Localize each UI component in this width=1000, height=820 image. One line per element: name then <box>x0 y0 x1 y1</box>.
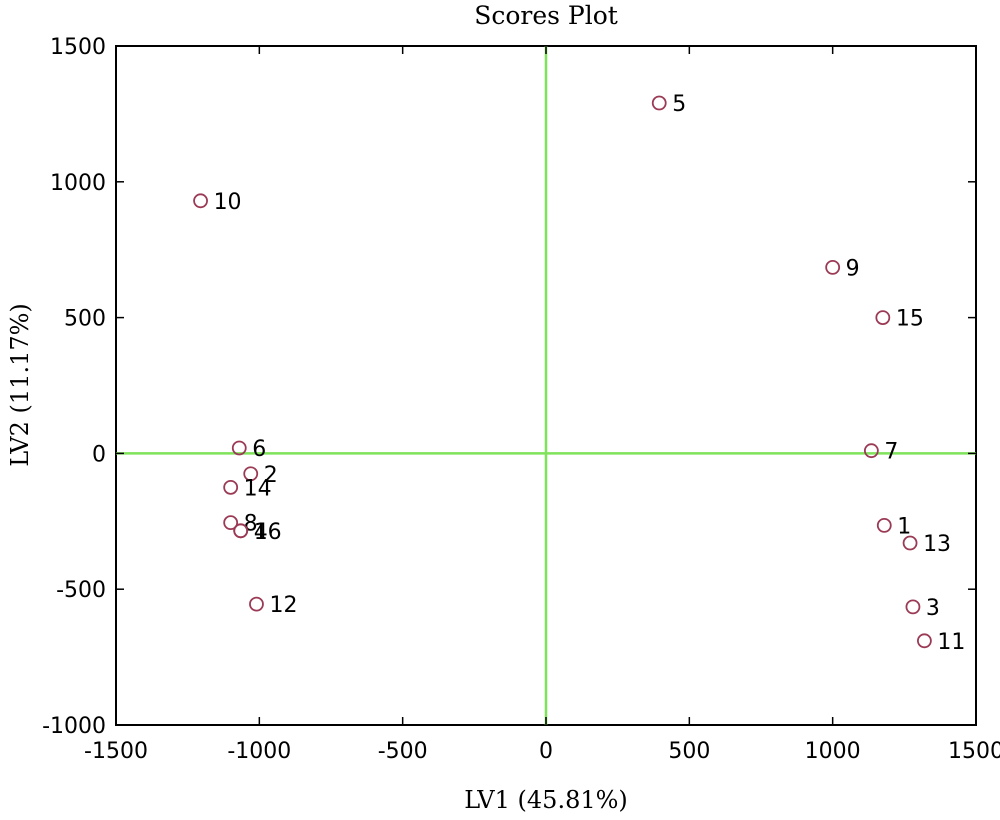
data-point <box>917 633 932 649</box>
data-point-label: 13 <box>923 532 951 557</box>
x-tick-label: 1500 <box>948 739 1000 764</box>
data-point <box>905 599 921 615</box>
data-point-label: 16 <box>254 520 282 545</box>
data-point <box>193 193 208 209</box>
y-tick-label: -500 <box>56 578 106 603</box>
data-point-label: 5 <box>672 92 686 117</box>
y-tick-label: 1500 <box>50 35 106 60</box>
plot-area: -1500 -1000 -500 0 500 1000 1500-1000-50005001… <box>42 35 1000 764</box>
data-point-label: 2 <box>264 463 278 488</box>
data-point-label: 3 <box>926 596 940 621</box>
data-point <box>651 95 667 111</box>
data-point-label: 1 <box>897 514 911 539</box>
x-tick-label: -1000 <box>227 739 291 764</box>
x-tick-label: -1500 <box>84 739 148 764</box>
data-point <box>863 443 879 459</box>
data-point <box>875 310 891 326</box>
data-point <box>876 517 892 533</box>
data-point <box>825 259 841 275</box>
y-axis-label: LV2 (11.17%) <box>6 303 34 467</box>
data-point-label: 6 <box>252 437 266 462</box>
data-point <box>249 596 264 612</box>
x-tick-label: 500 <box>668 739 710 764</box>
data-point-label: 9 <box>846 256 860 281</box>
y-tick-label: -1000 <box>42 714 106 739</box>
data-point-label: 11 <box>937 630 965 655</box>
x-tick-label: 0 <box>539 739 553 764</box>
data-point-label: 12 <box>269 593 297 618</box>
data-point <box>223 515 239 531</box>
data-point <box>223 479 239 495</box>
data-point-label: 4 <box>254 520 268 545</box>
data-point-label: 7 <box>884 440 898 465</box>
x-axis-label: LV1 (45.81%) <box>464 786 628 814</box>
y-tick-label: 1000 <box>50 171 106 196</box>
data-point-label: 14 <box>244 476 272 501</box>
data-point <box>902 535 918 551</box>
data-point <box>243 466 259 482</box>
y-tick-label: 500 <box>64 307 106 332</box>
chart-title: Scores Plot <box>474 1 618 30</box>
x-tick-label: -500 <box>378 739 428 764</box>
data-point-label: 10 <box>214 190 242 215</box>
data-point-label: 15 <box>896 307 924 332</box>
data-point <box>233 523 249 539</box>
x-tick-label: 1000 <box>805 739 861 764</box>
data-point <box>231 440 247 456</box>
y-tick-label: 0 <box>92 442 106 467</box>
